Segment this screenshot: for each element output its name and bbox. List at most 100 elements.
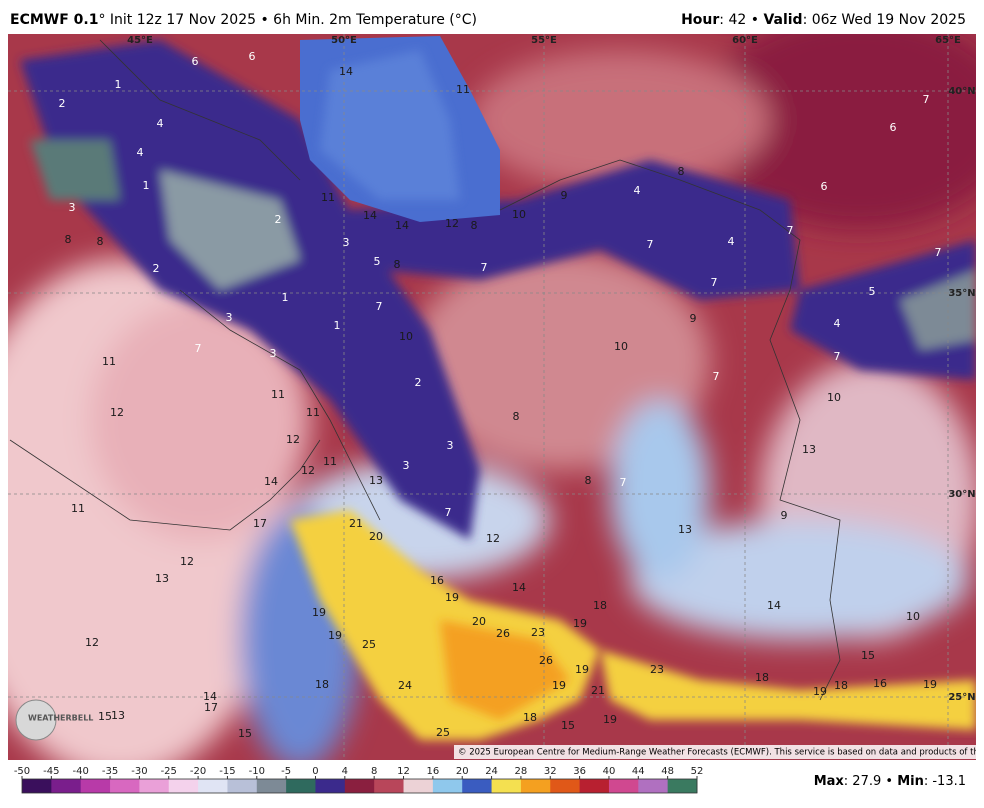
- point-value: 7: [445, 506, 452, 519]
- gulf-warm-core: [440, 620, 570, 720]
- point-value: 4: [157, 117, 164, 130]
- borders: [9, 39, 841, 701]
- footer: Max: 27.9 • Min: -13.1: [814, 774, 966, 789]
- max-value: : 27.9 •: [844, 774, 897, 789]
- point-value: 3: [447, 439, 454, 452]
- colorbar-tick-label: -45: [43, 766, 59, 777]
- colorbar-segment: [168, 779, 199, 793]
- point-value: 4: [834, 317, 841, 330]
- colorbar-segment: [198, 779, 228, 793]
- colorbar-tick-label: -25: [161, 766, 177, 777]
- point-value: 15: [98, 710, 112, 723]
- point-value: 4: [728, 235, 735, 248]
- point-value: 7: [647, 238, 654, 251]
- colorbar-tick-label: -30: [131, 766, 147, 777]
- point-value: 8: [65, 233, 72, 246]
- subtitle: ° Init 12z 17 Nov 2025 • 6h Min. 2m Temp…: [98, 12, 477, 28]
- colorbar-tick-label: 28: [515, 766, 528, 777]
- grid-label: 45°E: [127, 35, 153, 46]
- point-value: 7: [834, 350, 841, 363]
- hour-label: Hour: [681, 12, 719, 28]
- logo-badge: [15, 699, 57, 741]
- copyright: © 2025 European Centre for Medium-Range …: [458, 748, 984, 758]
- point-value: 12: [110, 406, 124, 419]
- point-value: 25: [362, 638, 376, 651]
- colorbar-tick-label: 36: [573, 766, 586, 777]
- point-value: 4: [634, 184, 641, 197]
- point-value: 19: [312, 606, 326, 619]
- point-value: 12: [486, 532, 500, 545]
- point-value: 24: [398, 679, 412, 692]
- point-value: 19: [573, 617, 587, 630]
- point-value: 11: [323, 455, 337, 468]
- point-value: 14: [767, 599, 781, 612]
- copyright-box: [454, 745, 976, 759]
- model: ECMWF 0.1: [10, 12, 98, 28]
- colorbar-segment: [80, 779, 111, 793]
- point-value: 2: [415, 376, 422, 389]
- point-value: 15: [561, 719, 575, 732]
- point-value: 7: [195, 342, 202, 355]
- point-value: 10: [827, 391, 841, 404]
- colorbar-segment: [374, 779, 405, 793]
- point-value: 10: [614, 340, 628, 353]
- point-value: 19: [575, 663, 589, 676]
- grid-label: 30°N: [948, 489, 975, 500]
- point-value: 3: [270, 347, 277, 360]
- point-value: 12: [445, 217, 459, 230]
- point-value: 26: [496, 627, 510, 640]
- colorbar-segment: [227, 779, 258, 793]
- point-value: 3: [226, 311, 233, 324]
- point-value: 16: [873, 677, 887, 690]
- point-value: 3: [343, 236, 350, 249]
- colorbar-tick-label: -10: [249, 766, 265, 777]
- point-value: 1: [115, 78, 122, 91]
- point-value: 13: [111, 709, 125, 722]
- point-value: 12: [180, 555, 194, 568]
- point-value: 8: [394, 258, 401, 271]
- point-value: 21: [349, 517, 363, 530]
- grid-label: 60°E: [732, 35, 758, 46]
- colorbar-segment: [550, 779, 581, 793]
- colorbar-segment: [139, 779, 170, 793]
- point-value: 11: [321, 191, 335, 204]
- point-value: 8: [678, 165, 685, 178]
- point-value: 7: [376, 300, 383, 313]
- min-value: : -13.1: [924, 774, 966, 789]
- colorbar-tick-label: 12: [397, 766, 410, 777]
- colorbar-tick-label: -35: [102, 766, 118, 777]
- point-value: 9: [690, 312, 697, 325]
- point-value: 9: [561, 189, 568, 202]
- point-value: 7: [711, 276, 718, 289]
- point-value: 26: [539, 654, 553, 667]
- point-value: 13: [802, 443, 816, 456]
- point-value: 7: [787, 224, 794, 237]
- point-value: 7: [923, 93, 930, 106]
- point-value: 7: [481, 261, 488, 274]
- colorbar-segment: [462, 779, 493, 793]
- point-value: 18: [523, 711, 537, 724]
- hour-value: : 42 •: [719, 12, 763, 28]
- point-value: 6: [249, 50, 256, 63]
- point-value: 3: [69, 201, 76, 214]
- point-value: 6: [821, 180, 828, 193]
- point-value: 12: [85, 636, 99, 649]
- point-value: 14: [203, 690, 217, 703]
- point-value: 2: [275, 213, 282, 226]
- colorbar-segment: [403, 779, 434, 793]
- point-value: 19: [328, 629, 342, 642]
- point-value: 6: [890, 121, 897, 134]
- point-value: 14: [363, 209, 377, 222]
- point-value: 10: [906, 610, 920, 623]
- cold-bands: [20, 40, 976, 540]
- point-value: 25: [436, 726, 450, 739]
- point-value: 5: [374, 255, 381, 268]
- point-value: 9: [781, 509, 788, 522]
- point-value: 19: [445, 591, 459, 604]
- point-value: 18: [593, 599, 607, 612]
- point-value: 15: [238, 727, 252, 740]
- grid-label: 40°N: [948, 86, 975, 97]
- point-value: 23: [650, 663, 664, 676]
- point-value: 18: [755, 671, 769, 684]
- colorbar-tick-label: -50: [14, 766, 30, 777]
